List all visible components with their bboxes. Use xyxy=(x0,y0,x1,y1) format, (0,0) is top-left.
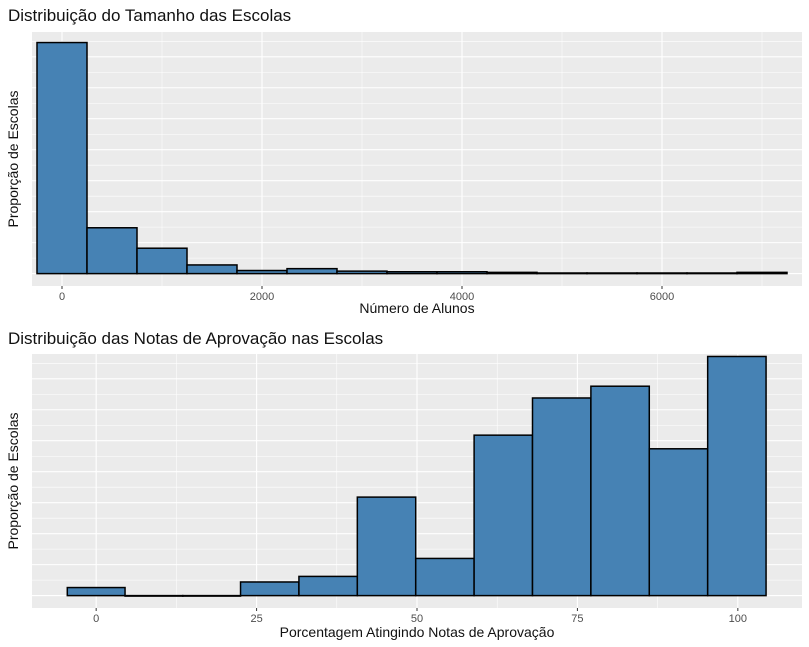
histogram-bar xyxy=(436,271,488,275)
histogram-bar xyxy=(286,267,338,275)
histogram-bar xyxy=(586,272,638,275)
x-tick-label: 0 xyxy=(59,291,65,303)
histogram-bar xyxy=(36,41,88,275)
grid-lines xyxy=(32,32,802,286)
x-tick-label: 75 xyxy=(571,613,583,625)
x-ticks: 0 25 50 75 100 xyxy=(93,608,747,625)
x-tick-label: 50 xyxy=(411,613,423,625)
histogram-bar xyxy=(590,385,651,597)
histogram-bar xyxy=(124,594,184,597)
chart-school-size: Distribuição do Tamanho das Escolas 0 200… xyxy=(5,6,802,316)
x-tick-label: 0 xyxy=(93,613,99,625)
histogram-bar xyxy=(706,355,767,597)
bars xyxy=(36,41,788,275)
histogram-bar xyxy=(236,269,288,275)
histogram-bar xyxy=(182,594,242,597)
histogram-bar xyxy=(298,575,359,597)
x-ticks: 0 2000 4000 6000 xyxy=(59,286,674,303)
histogram-bar xyxy=(473,434,534,597)
x-axis-label: Número de Alunos xyxy=(359,300,474,316)
chart-title: Distribuição das Notas de Aprovação nas … xyxy=(8,329,383,348)
histogram-bar xyxy=(736,271,788,275)
histogram-bar xyxy=(648,448,709,597)
x-tick-label: 100 xyxy=(729,613,747,625)
plot-panel xyxy=(32,32,802,286)
histogram-bar xyxy=(239,581,300,597)
chart-passing-grades: Distribuição das Notas de Aprovação nas … xyxy=(5,329,802,640)
histogram-bar xyxy=(636,272,688,275)
y-axis-label: Proporção de Escolas xyxy=(5,91,21,228)
histogram-bar xyxy=(386,271,438,275)
x-tick-label: 6000 xyxy=(650,291,674,303)
histogram-bar xyxy=(486,271,538,275)
histogram-bar xyxy=(86,227,138,275)
x-tick-label: 25 xyxy=(250,613,262,625)
x-axis-label: Porcentagem Atingindo Notas de Aprovação xyxy=(280,624,555,640)
histogram-bar xyxy=(531,397,592,597)
histogram-bar xyxy=(686,272,738,275)
histogram-bar xyxy=(414,557,475,597)
chart-title: Distribuição do Tamanho das Escolas xyxy=(8,6,291,25)
histogram-bar xyxy=(136,247,188,275)
x-tick-label: 4000 xyxy=(450,291,474,303)
histogram-bar xyxy=(66,586,126,597)
histogram-bar xyxy=(536,272,588,275)
histogram-bar xyxy=(186,264,238,275)
bars xyxy=(66,355,767,597)
x-tick-label: 2000 xyxy=(250,291,274,303)
y-axis-label: Proporção de Escolas xyxy=(5,413,21,550)
histogram-bar xyxy=(356,496,417,597)
histogram-bar xyxy=(336,270,388,275)
